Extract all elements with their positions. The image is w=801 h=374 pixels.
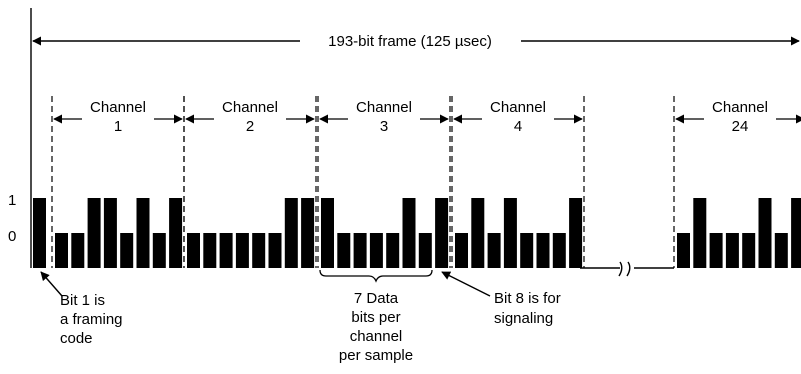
channel-label-backing: [704, 97, 776, 135]
bit-bar: [103, 198, 117, 268]
bit-bar: [301, 198, 315, 268]
signaling-annotation-line-2: signaling: [494, 310, 553, 327]
channel-label-backing: [348, 97, 420, 135]
bit-bar: [169, 198, 183, 268]
channel-label: Channel: [222, 99, 278, 116]
framing-annotation-line-3: code: [60, 330, 93, 347]
baseline-break-icon: [618, 261, 631, 277]
bit-bar: [87, 198, 101, 268]
channels-layer: Channel 1 Channel 2 Channel 3 Channel 4 Channel 2…: [51, 96, 801, 268]
bit-bar: [268, 233, 282, 268]
frame-label: 193-bit frame (125 µsec): [328, 33, 492, 50]
bit-bar: [252, 233, 266, 268]
bit-bar: [152, 233, 166, 268]
bit-bar: [353, 233, 367, 268]
data-bits-annotation-line-4: per sample: [339, 347, 413, 364]
bit-bar: [487, 233, 501, 268]
bit-bar: [758, 198, 772, 268]
channel-label: Channel: [712, 99, 768, 116]
bit-bar: [284, 198, 298, 268]
bit-bar: [569, 198, 583, 268]
data-bits-annotation-line-1: 7 Data: [354, 290, 399, 307]
framing-annotation-line-1: Bit 1 is: [60, 292, 105, 309]
framing-bit-pointer: [40, 271, 63, 297]
bit-bar: [552, 233, 566, 268]
bit-bar: [369, 233, 383, 268]
bit-bar: [402, 198, 416, 268]
bit-bar: [536, 233, 550, 268]
bit-bar: [455, 233, 468, 268]
bit-bar: [693, 198, 707, 268]
channel-label-backing: [82, 97, 154, 135]
channel-label: Channel: [90, 99, 146, 116]
channel-number: 4: [514, 118, 522, 135]
bit-bar: [677, 233, 690, 268]
level-high-label: 1: [8, 192, 16, 209]
signaling-annotation-line-1: Bit 8 is for: [494, 290, 561, 307]
data-bits-annotation-line-3: channel: [350, 328, 403, 345]
channel-number: 24: [732, 118, 749, 135]
channel-label: Channel: [356, 99, 412, 116]
bit-bar: [435, 198, 449, 268]
bit-bar: [321, 198, 334, 268]
bit-bars: [33, 198, 801, 268]
bit-bar: [337, 233, 351, 268]
channel-label: Channel: [490, 99, 546, 116]
bit-bar: [742, 233, 756, 268]
bit-bar: [203, 233, 217, 268]
bit-bar: [219, 233, 233, 268]
channel-label-backing: [214, 97, 286, 135]
bit-bar: [55, 233, 68, 268]
data-bits-brace: [319, 269, 433, 283]
bit-bar: [418, 233, 432, 268]
bit-bar: [235, 233, 249, 268]
level-low-label: 0: [8, 228, 16, 245]
bit-bar: [71, 233, 85, 268]
channel-number: 2: [246, 118, 254, 135]
channel-number: 3: [380, 118, 388, 135]
bit-bar: [791, 198, 801, 268]
bit-bar: [471, 198, 485, 268]
bit-bar: [136, 198, 150, 268]
bit-bar: [709, 233, 723, 268]
bit-bar: [520, 233, 534, 268]
channel-number: 1: [114, 118, 122, 135]
framing-annotation-line-2: a framing: [60, 311, 123, 328]
bit-bar: [33, 198, 46, 268]
data-bits-annotation-line-2: bits per: [351, 309, 400, 326]
bit-bar: [774, 233, 788, 268]
channel-label-backing: [482, 97, 554, 135]
bit-bar: [187, 233, 200, 268]
bit-bar: [725, 233, 739, 268]
signaling-bit-pointer: [441, 271, 491, 297]
bit-bar: [503, 198, 517, 268]
bit-bar: [120, 233, 134, 268]
bit-bar: [386, 233, 400, 268]
